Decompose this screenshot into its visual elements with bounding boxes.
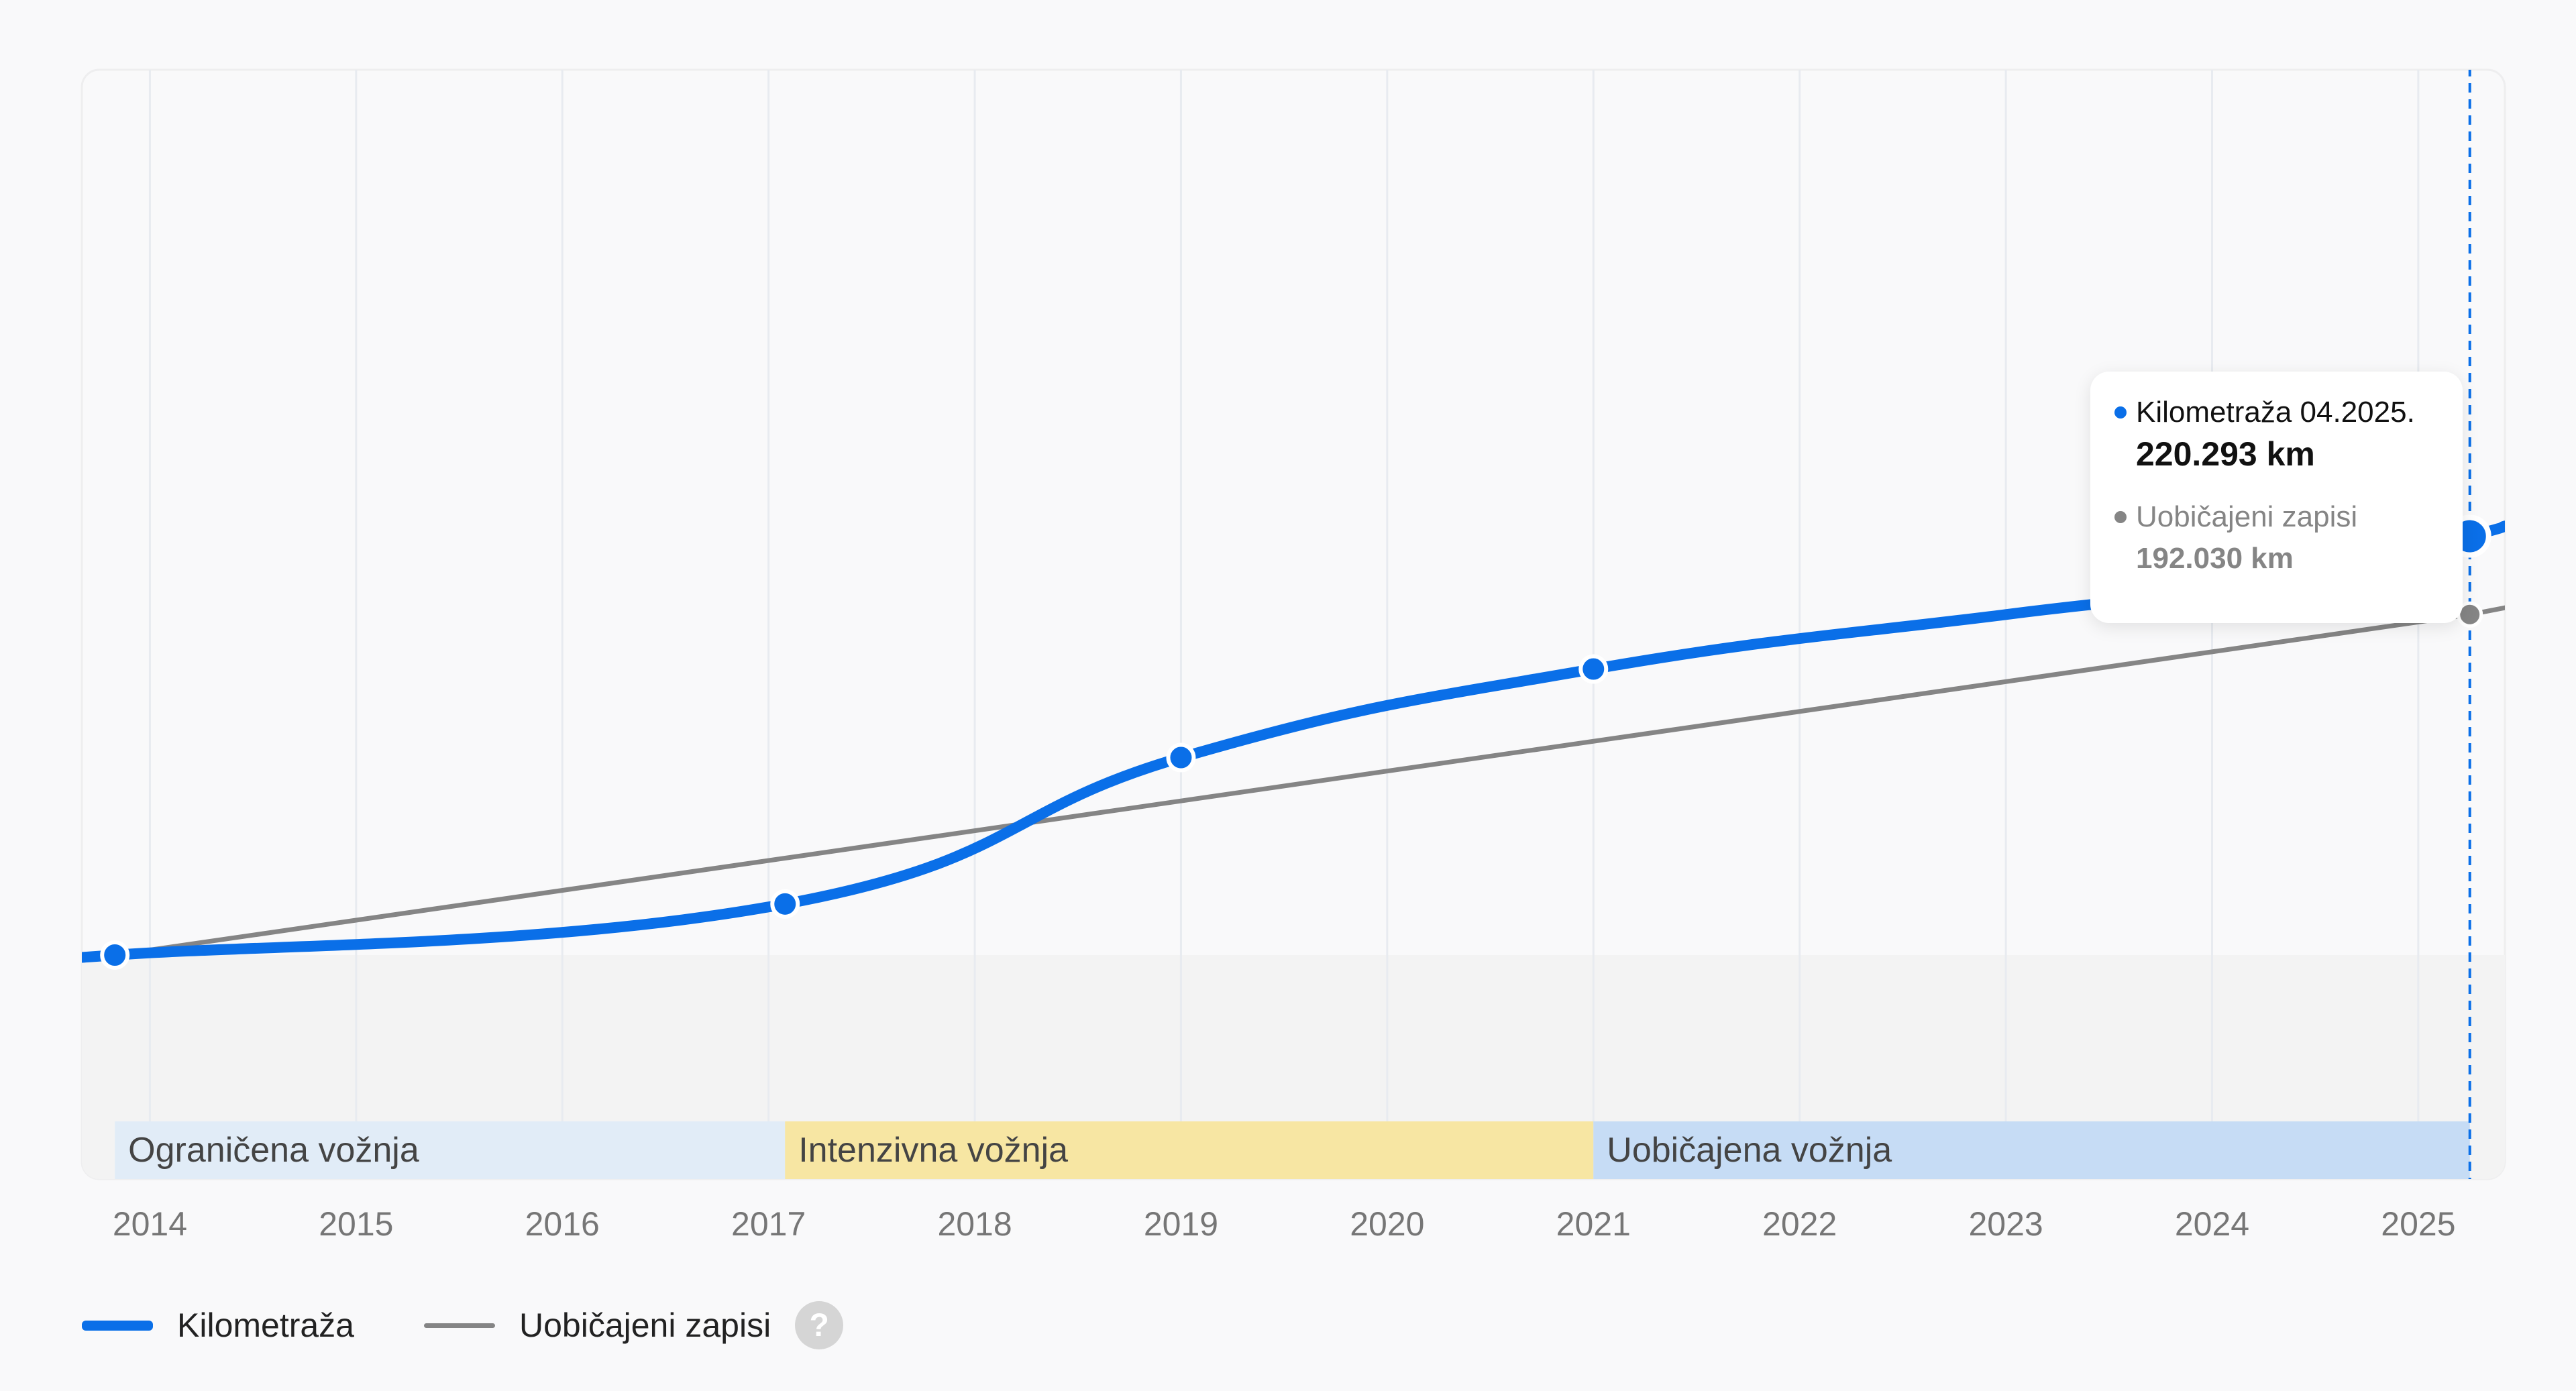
- data-point-0[interactable]: [100, 940, 130, 970]
- tooltip-secondary-dot: [2114, 511, 2127, 523]
- legend-swatch-uobicajeni: [424, 1323, 495, 1328]
- tooltip-primary-dot: [2114, 406, 2127, 419]
- x-tick-label-2017: 2017: [731, 1205, 806, 1243]
- band-label-0: Ograničena vožnja: [128, 1131, 419, 1170]
- tooltip-sub-value: 192.030 km: [2136, 542, 2294, 575]
- band-label-1: Intenzivna vožnja: [798, 1131, 1068, 1170]
- data-point-3[interactable]: [1578, 654, 1609, 684]
- chart-legend: Kilometraža Uobičajeni zapisi ?: [82, 1301, 844, 1349]
- legend-item-uobicajeni[interactable]: Uobičajeni zapisi: [424, 1306, 771, 1345]
- x-tick-label-2024: 2024: [2175, 1205, 2249, 1243]
- grid-lines: [148, 70, 2420, 1179]
- x-tick-label-2022: 2022: [1762, 1205, 1837, 1243]
- x-tick-label-2015: 2015: [319, 1205, 393, 1243]
- tooltip-sub-title: Uobičajeni zapisi: [2136, 500, 2358, 533]
- legend-item-kilometraza[interactable]: Kilometraža: [82, 1306, 354, 1345]
- x-tick-label-2014: 2014: [113, 1205, 187, 1243]
- x-tick-label-2020: 2020: [1350, 1205, 1424, 1243]
- band-1: [785, 1121, 1594, 1179]
- tooltip-title: Kilometraža 04.2025.: [2136, 396, 2415, 429]
- data-point-2[interactable]: [1166, 742, 1196, 773]
- x-tick-label-2025: 2025: [2381, 1205, 2455, 1243]
- x-tick-label-2021: 2021: [1556, 1205, 1631, 1243]
- x-tick-label-2016: 2016: [525, 1205, 600, 1243]
- tooltip-secondary-row: Uobičajeni zapisi: [2114, 500, 2463, 534]
- x-tick-label-2023: 2023: [1968, 1205, 2043, 1243]
- band-label-2: Uobičajena vožnja: [1607, 1131, 1892, 1170]
- x-tick-label-2018: 2018: [937, 1205, 1012, 1243]
- driving-bands: Ograničena vožnja Intenzivna vožnja Uobiča…: [115, 1121, 2470, 1179]
- legend-label-uobicajeni: Uobičajeni zapisi: [519, 1306, 771, 1344]
- band-0: [115, 1121, 786, 1179]
- band-2: [1593, 1121, 2470, 1179]
- legend-swatch-kilometraza: [82, 1320, 153, 1331]
- x-tick-label-2019: 2019: [1144, 1205, 1218, 1243]
- data-point-1[interactable]: [770, 889, 800, 919]
- tooltip-value: 220.293 km: [2136, 435, 2315, 473]
- legend-label-kilometraza: Kilometraža: [177, 1306, 354, 1344]
- help-icon[interactable]: ?: [795, 1301, 844, 1349]
- x-axis-ticks: 2014 2015 2016 2017 2018 2019 2020 2021 2022 2023…: [113, 1205, 2456, 1243]
- hover-tooltip: Kilometraža 04.2025. 220.293 km Uobičaje…: [2090, 372, 2463, 623]
- tooltip-primary-row: Kilometraža 04.2025.: [2114, 396, 2463, 429]
